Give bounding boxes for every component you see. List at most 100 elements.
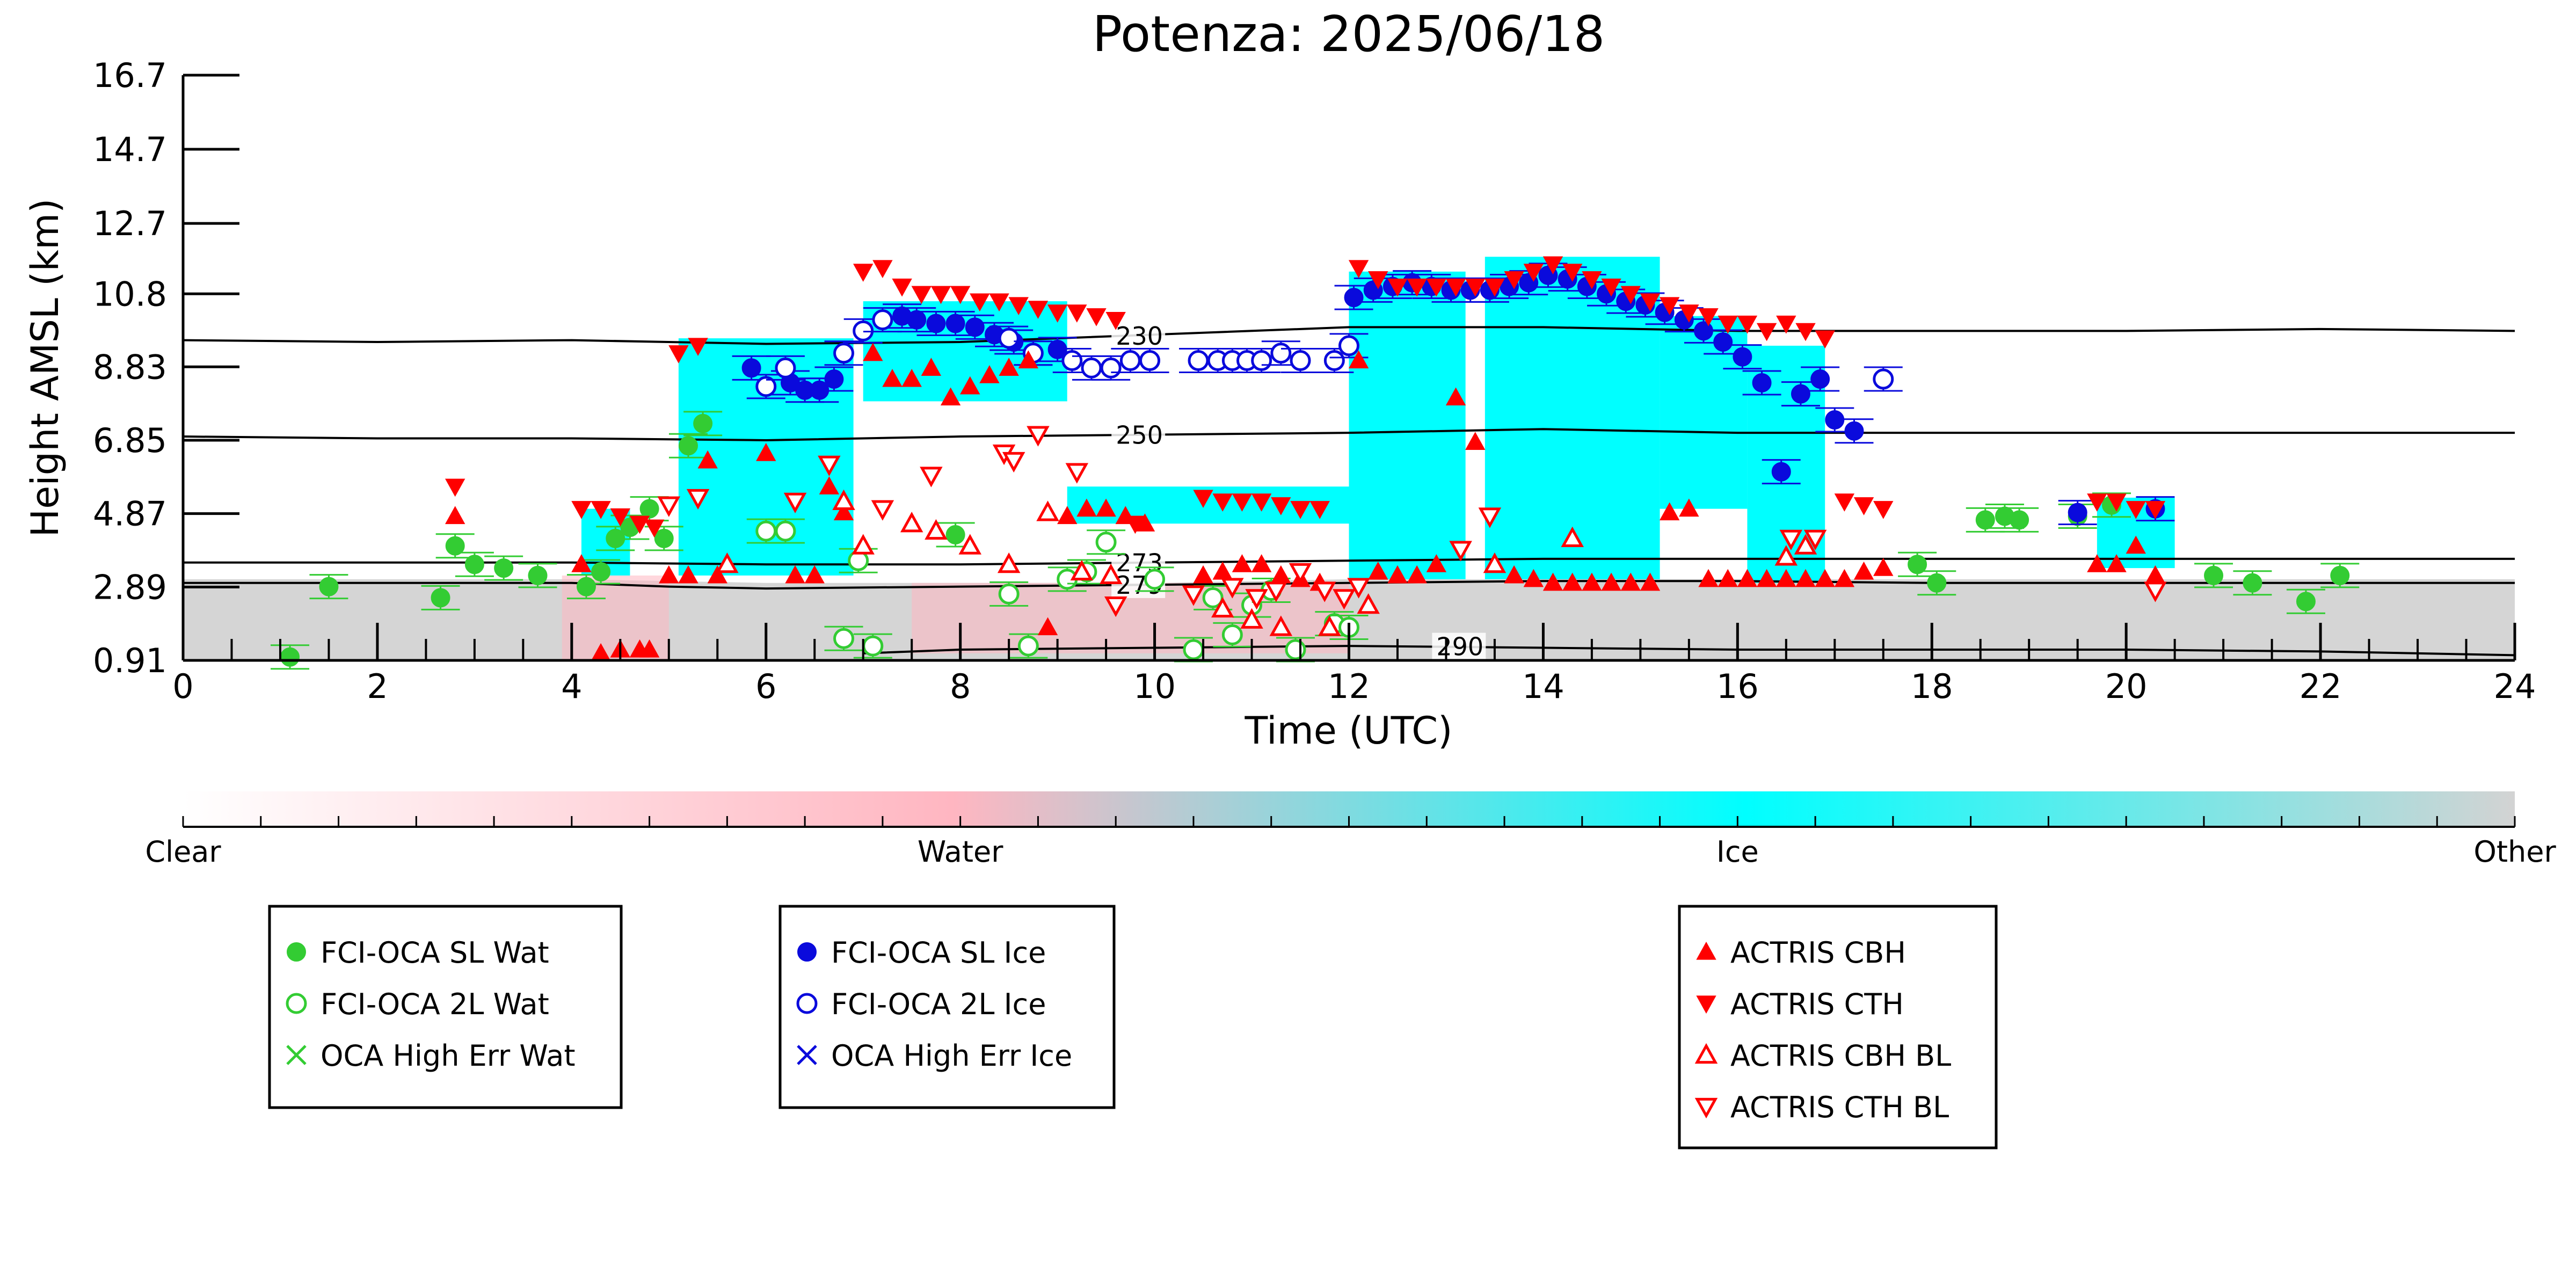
legend-label: OCA High Err Wat	[321, 1039, 576, 1073]
contour-label-250: 250	[1116, 420, 1163, 449]
data-point	[1640, 572, 1661, 591]
marker-shape	[901, 368, 922, 387]
legend-label: ACTRIS CTH BL	[1730, 1090, 1949, 1124]
marker-shape	[1070, 559, 1094, 581]
data-point	[280, 647, 300, 667]
data-point	[818, 455, 841, 476]
data-point	[1426, 554, 1447, 572]
data-point	[1733, 347, 1752, 367]
contour-line-250	[183, 428, 2515, 441]
data-point	[901, 368, 922, 387]
marker-shape	[862, 635, 884, 657]
marker-shape	[755, 376, 777, 397]
data-point	[654, 528, 674, 548]
data-point	[1076, 498, 1097, 517]
data-point	[1086, 308, 1107, 326]
data-point	[1679, 304, 1699, 323]
data-point	[882, 368, 903, 387]
marker-shape	[1104, 596, 1127, 617]
marker-shape	[783, 492, 807, 514]
marker-shape	[1105, 312, 1126, 330]
marker-shape	[1036, 500, 1059, 521]
data-point	[629, 515, 650, 534]
data-point	[1348, 260, 1369, 279]
marker-shape	[1698, 569, 1719, 587]
data-point	[610, 508, 631, 527]
marker-shape	[1076, 498, 1097, 517]
legend-entry: FCI-OCA SL Wat	[287, 936, 549, 970]
marker-shape	[686, 489, 710, 510]
x-tick-label: 16	[1716, 667, 1759, 706]
marker-shape	[1562, 264, 1583, 282]
marker-shape	[1193, 565, 1213, 584]
marker-shape	[1504, 565, 1524, 584]
marker-shape	[1348, 350, 1369, 369]
data-point	[2243, 573, 2262, 593]
data-point	[950, 286, 971, 304]
data-point	[833, 343, 855, 364]
data-point	[775, 357, 796, 379]
marker-shape	[1737, 315, 1758, 334]
marker-shape	[819, 476, 840, 494]
data-point	[1908, 555, 1927, 574]
data-point	[1290, 350, 1311, 372]
marker-shape	[1338, 335, 1359, 356]
data-point	[1445, 387, 1466, 406]
data-point	[1562, 264, 1583, 282]
data-point	[1017, 635, 1039, 657]
marker-shape	[1100, 357, 1122, 379]
data-point	[1478, 507, 1502, 528]
marker-shape	[775, 520, 796, 542]
data-point	[1873, 368, 1894, 390]
data-point	[1338, 335, 1359, 356]
marker-shape	[1232, 493, 1253, 512]
data-point	[1188, 350, 1209, 372]
marker-shape	[1193, 490, 1213, 508]
data-point	[755, 376, 777, 397]
marker-shape	[1290, 350, 1311, 372]
marker-shape	[1733, 347, 1752, 367]
legend-marker	[1696, 941, 1716, 960]
data-point	[989, 293, 1009, 312]
marker-shape	[1844, 421, 1864, 441]
marker-shape	[1061, 350, 1083, 372]
marker-shape	[756, 443, 776, 461]
series-fci-oca-2l-ice	[746, 307, 1903, 399]
y-tick-label: 2.89	[93, 567, 167, 607]
data-point	[1523, 569, 1544, 587]
data-point	[1756, 569, 1777, 587]
data-point	[686, 489, 710, 510]
marker-shape	[1333, 589, 1356, 610]
marker-shape	[989, 293, 1009, 312]
data-point	[863, 343, 883, 361]
marker-shape	[945, 525, 965, 544]
data-point	[1119, 350, 1141, 372]
data-point	[2126, 501, 2146, 519]
marker-shape	[863, 343, 883, 361]
legend-marker	[797, 942, 817, 962]
data-point	[571, 554, 592, 572]
marker-shape	[1873, 501, 1894, 519]
data-point	[1368, 561, 1388, 580]
colorbar-label-ice: Ice	[1716, 835, 1759, 869]
data-point	[853, 264, 874, 282]
legend-entry: FCI-OCA 2L Ice	[796, 987, 1046, 1021]
marker-shape	[1718, 569, 1738, 587]
data-point	[1504, 565, 1524, 584]
marker-shape	[833, 343, 855, 364]
data-point	[833, 502, 854, 521]
data-point	[1357, 593, 1380, 614]
marker-shape	[741, 358, 761, 378]
marker-shape	[1245, 589, 1268, 610]
data-point	[1095, 532, 1117, 553]
marker-shape	[1125, 515, 1146, 534]
data-point	[1718, 315, 1738, 334]
marker-shape	[1096, 498, 1116, 517]
data-point	[1027, 426, 1050, 447]
marker-shape	[1270, 343, 1292, 364]
marker-shape	[280, 647, 300, 667]
data-point	[2144, 581, 2167, 602]
data-point	[960, 376, 980, 395]
marker-shape	[1285, 639, 1306, 660]
marker-shape	[1795, 569, 1816, 587]
